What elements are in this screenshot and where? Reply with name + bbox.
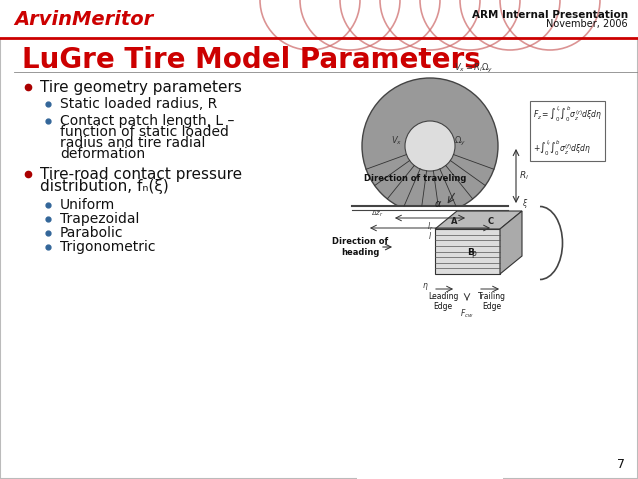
Text: function of static loaded: function of static loaded — [60, 125, 229, 139]
Text: Direction of traveling: Direction of traveling — [364, 174, 466, 183]
Polygon shape — [435, 229, 500, 274]
Text: Tire-road contact pressure: Tire-road contact pressure — [40, 167, 242, 182]
Text: $\eta$: $\eta$ — [422, 282, 428, 293]
Polygon shape — [500, 211, 522, 274]
Text: Contact patch length, L –: Contact patch length, L – — [60, 114, 234, 128]
Text: $F_z = \int_0^{l_r}\int_0^{b}\sigma_z^{(r)}d\xi d\eta$
$+\int_0^{l_f}\int_0^{b}\: $F_z = \int_0^{l_r}\int_0^{b}\sigma_z^{(… — [533, 104, 602, 158]
Text: $l_r$: $l_r$ — [427, 220, 433, 232]
Text: Trailing
Edge: Trailing Edge — [478, 292, 506, 311]
Text: 7: 7 — [617, 458, 625, 471]
Text: $\Delta z_r$: $\Delta z_r$ — [371, 209, 383, 219]
Circle shape — [362, 78, 498, 214]
Text: $\alpha$: $\alpha$ — [434, 199, 442, 209]
Text: $V_x$: $V_x$ — [391, 135, 403, 147]
Text: distribution, fₙ(ξ): distribution, fₙ(ξ) — [40, 179, 168, 194]
Text: P: P — [471, 251, 477, 261]
Text: Trigonometric: Trigonometric — [60, 240, 156, 254]
Text: $F_{cw}$: $F_{cw}$ — [460, 307, 474, 319]
Bar — [357, 206, 503, 479]
Bar — [0, 0, 638, 39]
Text: $\xi$: $\xi$ — [522, 196, 528, 209]
Text: $l$: $l$ — [428, 230, 432, 241]
Text: ARM Internal Presentation: ARM Internal Presentation — [472, 10, 628, 20]
Text: Tire geometry parameters: Tire geometry parameters — [40, 80, 242, 94]
Text: $R_l$: $R_l$ — [519, 170, 529, 182]
Text: LuGre Tire Model Parameters: LuGre Tire Model Parameters — [22, 46, 481, 74]
Text: C: C — [487, 217, 493, 226]
Polygon shape — [435, 211, 522, 229]
Text: $\Omega_y$: $\Omega_y$ — [454, 135, 466, 148]
Text: A: A — [451, 217, 457, 226]
Text: B: B — [467, 248, 474, 256]
Text: Leading
Edge: Leading Edge — [428, 292, 458, 311]
Text: deformation: deformation — [60, 147, 145, 161]
Text: Static loaded radius, R: Static loaded radius, R — [60, 97, 218, 111]
Text: $V_x=R_l\Omega_y$: $V_x=R_l\Omega_y$ — [454, 62, 493, 75]
Text: radius and tire radial: radius and tire radial — [60, 136, 205, 150]
Text: November, 2006: November, 2006 — [546, 19, 628, 29]
Text: Parabolic: Parabolic — [60, 226, 124, 240]
Text: ArvinMeritor: ArvinMeritor — [14, 10, 153, 28]
Text: Trapezoidal: Trapezoidal — [60, 212, 139, 226]
Circle shape — [405, 121, 455, 171]
Text: Direction of
heading: Direction of heading — [332, 237, 388, 257]
Text: Uniform: Uniform — [60, 198, 115, 212]
